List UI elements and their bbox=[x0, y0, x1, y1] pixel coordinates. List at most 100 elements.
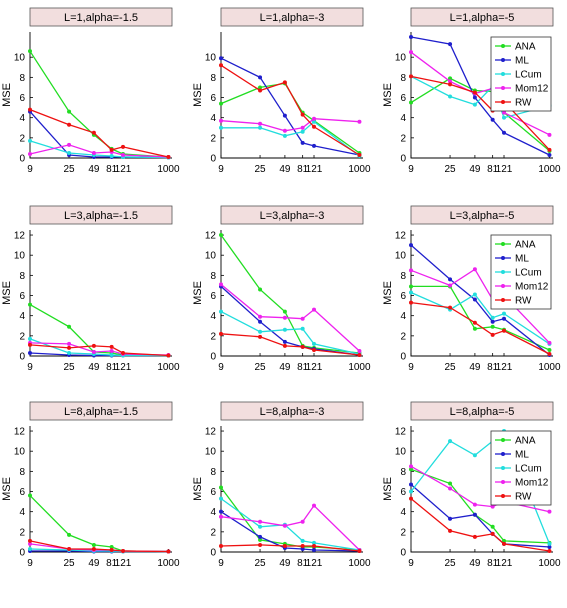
data-point-rw bbox=[109, 547, 114, 552]
data-point-ana bbox=[490, 324, 495, 329]
data-point-lcum bbox=[28, 138, 32, 143]
legend-label: ANA bbox=[515, 42, 536, 53]
legend-label: ML bbox=[515, 254, 529, 265]
y-tick-label: 4 bbox=[19, 113, 25, 124]
panel-title: L=1,alpha=-1.5 bbox=[64, 12, 138, 24]
title-strip bbox=[220, 205, 364, 225]
x-tick-label: 25 bbox=[254, 558, 266, 569]
data-point-rw bbox=[282, 343, 287, 348]
data-point-mom12 bbox=[472, 502, 477, 507]
y-tick-label: 2 bbox=[400, 133, 406, 144]
series-line-rw bbox=[29, 540, 169, 553]
data-point-mom12 bbox=[67, 142, 72, 147]
x-tick-label: 1000 bbox=[348, 164, 371, 175]
series-line-lcum bbox=[221, 120, 360, 157]
data-point-rw bbox=[91, 343, 96, 348]
y-tick-label: 6 bbox=[400, 487, 406, 498]
data-point-lcum bbox=[300, 538, 305, 543]
panel-title: L=8,alpha=-1.5 bbox=[64, 406, 138, 418]
data-point-lcum bbox=[219, 309, 223, 314]
title-strip bbox=[29, 205, 173, 225]
axes-frame bbox=[220, 230, 363, 357]
y-tick-label: 2 bbox=[400, 527, 406, 538]
y-tick-label: 10 bbox=[205, 53, 217, 64]
y-tick-label: 8 bbox=[400, 73, 406, 84]
data-point-ana bbox=[472, 326, 477, 331]
y-tick-label: 2 bbox=[400, 331, 406, 342]
y-tick-label: 4 bbox=[210, 113, 216, 124]
x-tick-label: 121 bbox=[496, 164, 513, 175]
data-point-rw bbox=[448, 305, 453, 310]
legend-label: Mom12 bbox=[515, 478, 549, 489]
y-tick-label: 10 bbox=[395, 251, 407, 262]
data-point-ml bbox=[502, 130, 507, 135]
data-point-rw bbox=[282, 80, 287, 85]
x-tick-label: 81 bbox=[106, 558, 118, 569]
x-tick-label: 81 bbox=[106, 164, 118, 175]
data-point-ana bbox=[219, 101, 223, 106]
panel-title: L=3,alpha=-5 bbox=[450, 210, 515, 222]
y-tick-label: 2 bbox=[19, 527, 25, 538]
x-tick-label: 121 bbox=[115, 362, 132, 373]
data-point-ml bbox=[300, 140, 305, 145]
y-tick-label: 6 bbox=[19, 291, 25, 302]
y-tick-label: 10 bbox=[205, 251, 217, 262]
x-tick-label: 81 bbox=[297, 362, 309, 373]
series-line-rw bbox=[220, 544, 360, 552]
data-point-lcum bbox=[67, 350, 72, 355]
y-tick-label: 0 bbox=[19, 352, 25, 363]
data-point-rw bbox=[490, 531, 495, 536]
data-point-rw bbox=[547, 351, 552, 356]
x-tick-label: 81 bbox=[487, 164, 499, 175]
x-tick-label: 121 bbox=[496, 362, 513, 373]
data-point-rw bbox=[166, 154, 171, 159]
x-tick-label: 9 bbox=[408, 362, 414, 373]
x-tick-label: 49 bbox=[88, 362, 100, 373]
y-tick-label: 4 bbox=[400, 507, 406, 518]
y-tick-label: 8 bbox=[400, 467, 406, 478]
series-line-mom12 bbox=[29, 144, 169, 158]
y-axis-label: MSE bbox=[192, 83, 204, 107]
legend-marker bbox=[501, 86, 505, 90]
series-line-lcum bbox=[220, 498, 360, 551]
data-point-ana bbox=[67, 532, 72, 537]
y-axis-label: MSE bbox=[382, 477, 394, 501]
x-tick-label: 1000 bbox=[348, 362, 371, 373]
title-strip bbox=[410, 401, 554, 421]
data-point-mom12 bbox=[312, 116, 317, 121]
legend-marker bbox=[501, 284, 505, 288]
data-point-rw bbox=[166, 549, 171, 554]
legend-marker bbox=[501, 58, 505, 62]
y-tick-label: 8 bbox=[19, 467, 25, 478]
legend-marker bbox=[501, 298, 505, 302]
legend-label: ML bbox=[515, 56, 529, 67]
data-point-mom12 bbox=[91, 150, 96, 155]
y-axis-label: MSE bbox=[382, 281, 394, 305]
x-tick-label: 1000 bbox=[157, 362, 180, 373]
x-tick-label: 121 bbox=[496, 558, 513, 569]
y-tick-label: 0 bbox=[400, 548, 406, 559]
y-tick-label: 0 bbox=[400, 352, 406, 363]
y-axis-label: MSE bbox=[192, 477, 204, 501]
y-tick-label: 10 bbox=[14, 447, 26, 458]
data-point-ml bbox=[282, 339, 287, 344]
data-point-ml bbox=[312, 547, 317, 552]
x-tick-label: 9 bbox=[27, 558, 33, 569]
y-tick-label: 2 bbox=[210, 133, 216, 144]
series-line-ana bbox=[29, 495, 169, 553]
data-point-ana bbox=[448, 481, 453, 486]
data-point-mom12 bbox=[409, 268, 413, 273]
data-point-rw bbox=[258, 88, 263, 93]
data-point-mom12 bbox=[448, 486, 453, 491]
data-point-ana bbox=[219, 485, 223, 490]
y-tick-label: 6 bbox=[400, 291, 406, 302]
data-point-rw bbox=[28, 107, 32, 112]
data-point-ml bbox=[312, 143, 317, 148]
x-tick-label: 49 bbox=[469, 164, 481, 175]
y-axis-label: MSE bbox=[1, 83, 13, 107]
legend-label: LCum bbox=[515, 464, 542, 475]
x-tick-label: 9 bbox=[218, 558, 224, 569]
data-point-ana bbox=[258, 537, 263, 542]
legend-label: LCum bbox=[515, 70, 542, 81]
